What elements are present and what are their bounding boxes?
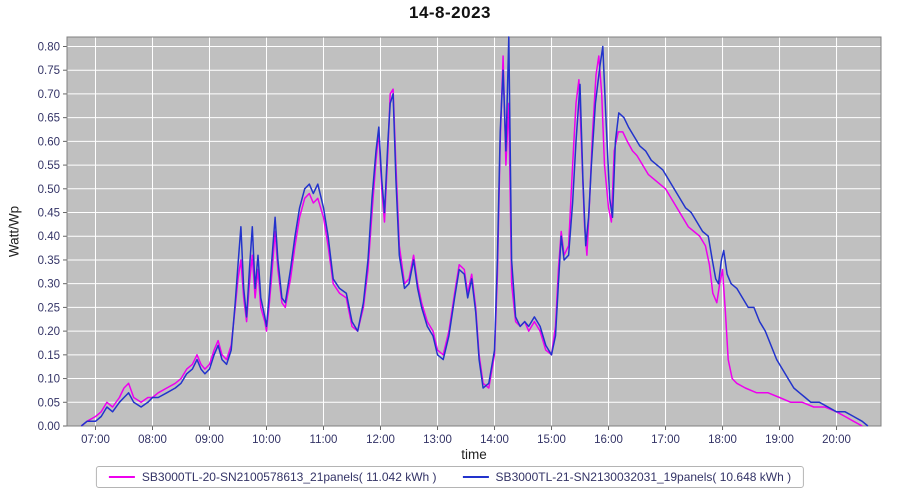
svg-text:0.35: 0.35: [38, 255, 60, 267]
legend-label-series2: SB3000TL-21-SN2130032031_19panels( 10.64…: [495, 470, 792, 484]
series2-line-swatch: [462, 476, 489, 478]
svg-text:13:00: 13:00: [423, 434, 452, 446]
svg-text:0.70: 0.70: [38, 89, 60, 101]
svg-text:0.45: 0.45: [38, 208, 60, 220]
svg-text:11:00: 11:00: [310, 434, 338, 446]
legend-item-inverter-20: SB3000TL-20-SN2100578613_21panels( 11.04…: [108, 470, 437, 484]
svg-text:09:00: 09:00: [195, 434, 224, 446]
svg-text:07:00: 07:00: [81, 434, 110, 446]
plot-area: 0.00 0.05 0.10 0.15 0.20 0.25 0.30 0.35 0.40 0.45…: [38, 36, 882, 446]
svg-text:0.60: 0.60: [38, 136, 60, 148]
svg-text:0.15: 0.15: [38, 350, 60, 362]
svg-text:0.10: 0.10: [38, 374, 60, 386]
svg-text:10:00: 10:00: [252, 434, 281, 446]
svg-text:14:00: 14:00: [480, 434, 509, 446]
chart-title: 14-8-2023: [408, 3, 491, 22]
svg-text:19:00: 19:00: [765, 434, 794, 446]
svg-text:0.65: 0.65: [38, 113, 60, 125]
svg-text:12:00: 12:00: [366, 434, 395, 446]
svg-text:16:00: 16:00: [594, 434, 623, 446]
legend: SB3000TL-20-SN2100578613_21panels( 11.04…: [95, 466, 805, 488]
svg-text:0.25: 0.25: [38, 302, 60, 314]
legend-item-inverter-21: SB3000TL-21-SN2130032031_19panels( 10.64…: [462, 470, 792, 484]
svg-text:0.50: 0.50: [38, 184, 60, 196]
svg-text:0.80: 0.80: [38, 41, 60, 53]
svg-text:18:00: 18:00: [708, 434, 737, 446]
svg-text:0.55: 0.55: [38, 160, 60, 172]
svg-text:20:00: 20:00: [822, 434, 851, 446]
svg-text:0.00: 0.00: [38, 421, 60, 433]
svg-text:0.75: 0.75: [38, 65, 60, 77]
svg-text:08:00: 08:00: [138, 434, 167, 446]
x-axis-label: time: [461, 447, 487, 462]
svg-text:0.30: 0.30: [38, 279, 60, 291]
series1-line-swatch: [108, 476, 135, 478]
svg-text:0.20: 0.20: [38, 326, 60, 338]
svg-text:0.05: 0.05: [38, 397, 60, 409]
legend-label-series1: SB3000TL-20-SN2100578613_21panels( 11.04…: [141, 470, 437, 484]
svg-text:15:00: 15:00: [537, 434, 566, 446]
svg-text:17:00: 17:00: [651, 434, 680, 446]
svg-text:0.40: 0.40: [38, 231, 60, 243]
